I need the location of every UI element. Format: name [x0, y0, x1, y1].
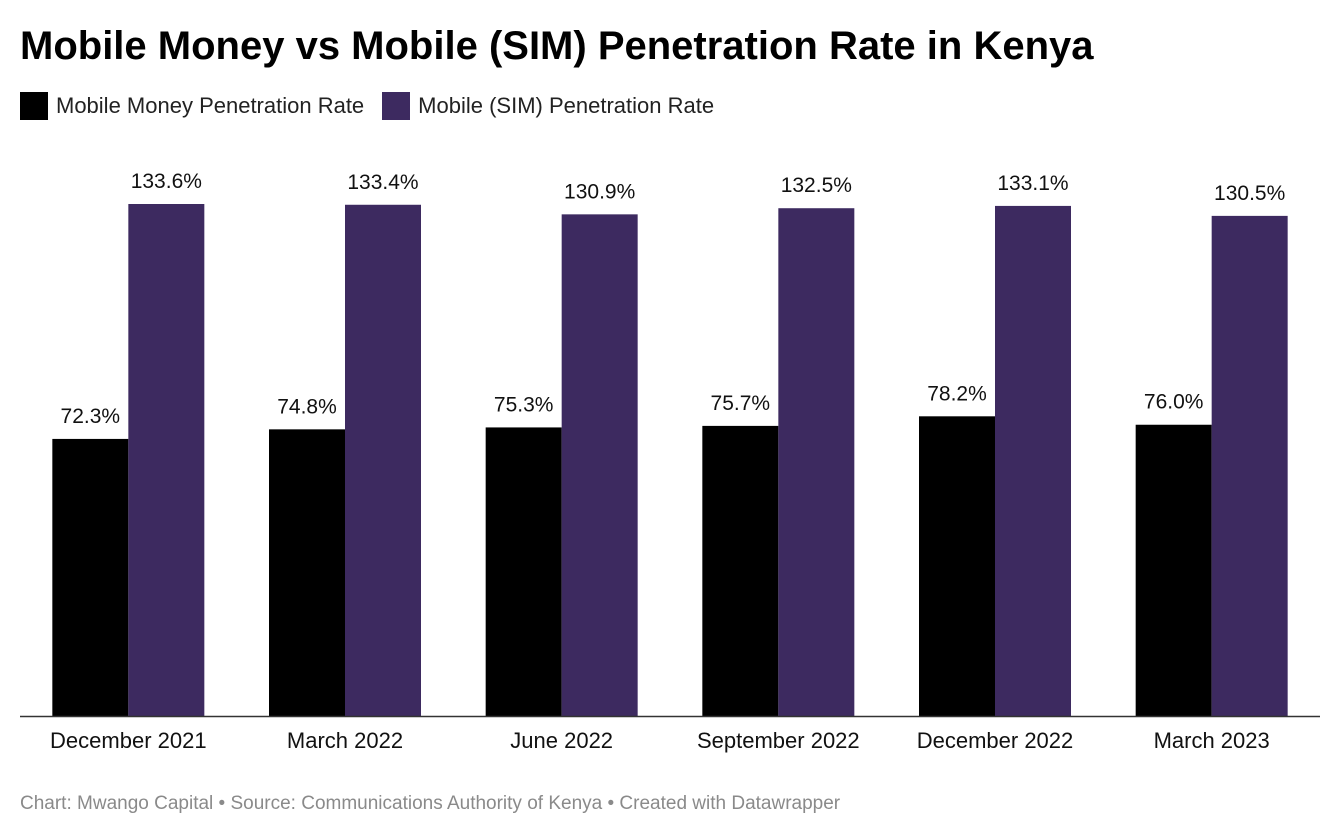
bar-mobile-money-1 — [269, 429, 345, 716]
data-label-mobile-money-3: 75.7% — [711, 392, 771, 415]
legend-item-mobile-sim: Mobile (SIM) Penetration Rate — [382, 92, 714, 120]
legend-label-mobile-money: Mobile Money Penetration Rate — [56, 93, 365, 118]
x-tick-label-2: June 2022 — [510, 728, 613, 753]
legend-item-mobile-money: Mobile Money Penetration Rate — [20, 92, 364, 120]
data-label-mobile-sim-1: 133.4% — [347, 171, 418, 194]
data-label-mobile-sim-4: 133.1% — [997, 172, 1068, 195]
x-tick-label-5: March 2023 — [1154, 728, 1270, 753]
bar-mobile-money-0 — [52, 438, 129, 716]
legend-label-mobile-sim: Mobile (SIM) Penetration Rate — [418, 93, 715, 118]
data-label-mobile-money-2: 75.3% — [494, 393, 554, 416]
data-label-mobile-sim-2: 130.9% — [564, 180, 635, 203]
data-label-mobile-money-5: 76.0% — [1144, 391, 1204, 414]
bar-mobile-sim-2 — [561, 214, 638, 717]
bar-mobile-money-4 — [919, 416, 995, 716]
x-tick-label-3: September 2022 — [697, 728, 860, 753]
bar-mobile-money-3 — [702, 425, 779, 716]
legend-swatch-mobile-sim — [382, 92, 411, 120]
bar-mobile-sim-0 — [128, 204, 205, 716]
legend: Mobile Money Penetration Rate Mobile (SI… — [20, 90, 732, 122]
bar-mobile-money-2 — [485, 427, 562, 716]
x-tick-label-0: December 2021 — [50, 728, 207, 753]
data-label-mobile-money-4: 78.2% — [927, 382, 987, 405]
x-tick-label-1: March 2022 — [287, 728, 403, 753]
data-label-mobile-money-0: 72.3% — [61, 405, 121, 428]
bar-mobile-sim-5 — [1211, 215, 1288, 716]
bar-mobile-money-5 — [1135, 424, 1212, 716]
data-label-mobile-sim-0: 133.6% — [131, 170, 202, 193]
chart-title: Mobile Money vs Mobile (SIM) Penetration… — [20, 24, 1094, 68]
chart-footer: Chart: Mwango Capital • Source: Communic… — [20, 793, 841, 814]
legend-swatch-mobile-money — [20, 92, 48, 120]
x-tick-label-4: December 2022 — [917, 728, 1074, 753]
data-label-mobile-sim-5: 130.5% — [1214, 182, 1285, 205]
bar-mobile-sim-1 — [345, 204, 421, 716]
bar-mobile-sim-3 — [778, 208, 855, 716]
data-label-mobile-money-1: 74.8% — [277, 395, 337, 418]
data-label-mobile-sim-3: 132.5% — [781, 174, 852, 197]
bar-mobile-sim-4 — [995, 205, 1071, 716]
